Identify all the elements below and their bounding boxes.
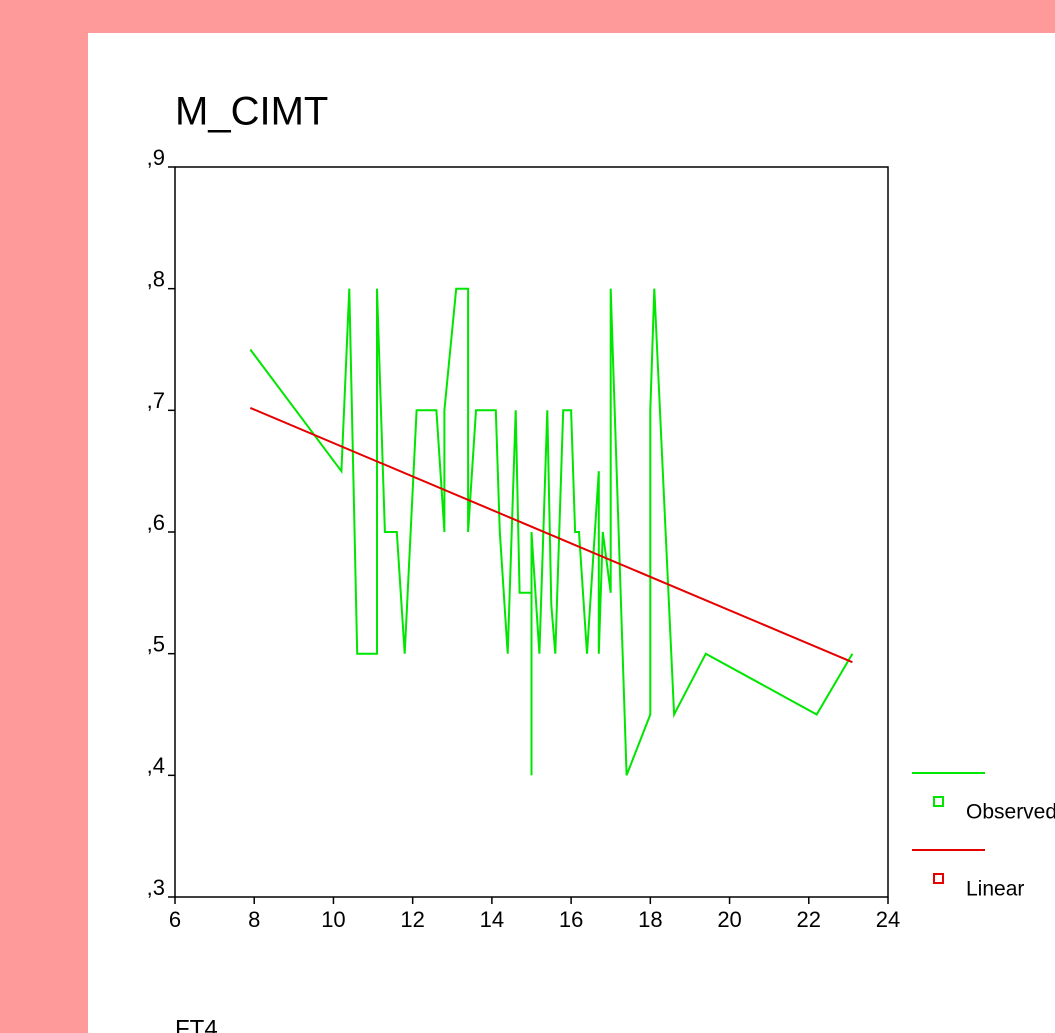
x-tick-label: 10 xyxy=(321,907,345,932)
legend-marker xyxy=(933,873,944,884)
x-tick-label: 16 xyxy=(559,907,583,932)
x-axis-label: FT4 xyxy=(175,1015,218,1033)
y-tick-label: ,3 xyxy=(147,875,165,900)
x-tick-label: 14 xyxy=(480,907,504,932)
x-tick-label: 20 xyxy=(717,907,741,932)
x-tick-label: 8 xyxy=(248,907,260,932)
y-tick-label: ,9 xyxy=(147,145,165,170)
y-tick-label: ,5 xyxy=(147,631,165,656)
y-tick-label: ,6 xyxy=(147,510,165,535)
series-line xyxy=(249,406,853,664)
legend-marker xyxy=(933,796,944,807)
y-tick-label: ,4 xyxy=(147,753,165,778)
x-tick-label: 18 xyxy=(638,907,662,932)
x-tick-label: 6 xyxy=(169,907,181,932)
series-line xyxy=(249,287,854,776)
x-tick-label: 24 xyxy=(876,907,900,932)
legend-label: Linear xyxy=(966,878,1024,901)
x-tick-label: 22 xyxy=(797,907,821,932)
x-tick-label: 12 xyxy=(400,907,424,932)
y-tick-label: ,7 xyxy=(147,388,165,413)
legend-label: Observed xyxy=(966,801,1055,824)
panel xyxy=(88,33,1055,1033)
chart-title: M_CIMT xyxy=(175,90,328,134)
y-tick-label: ,8 xyxy=(147,266,165,291)
